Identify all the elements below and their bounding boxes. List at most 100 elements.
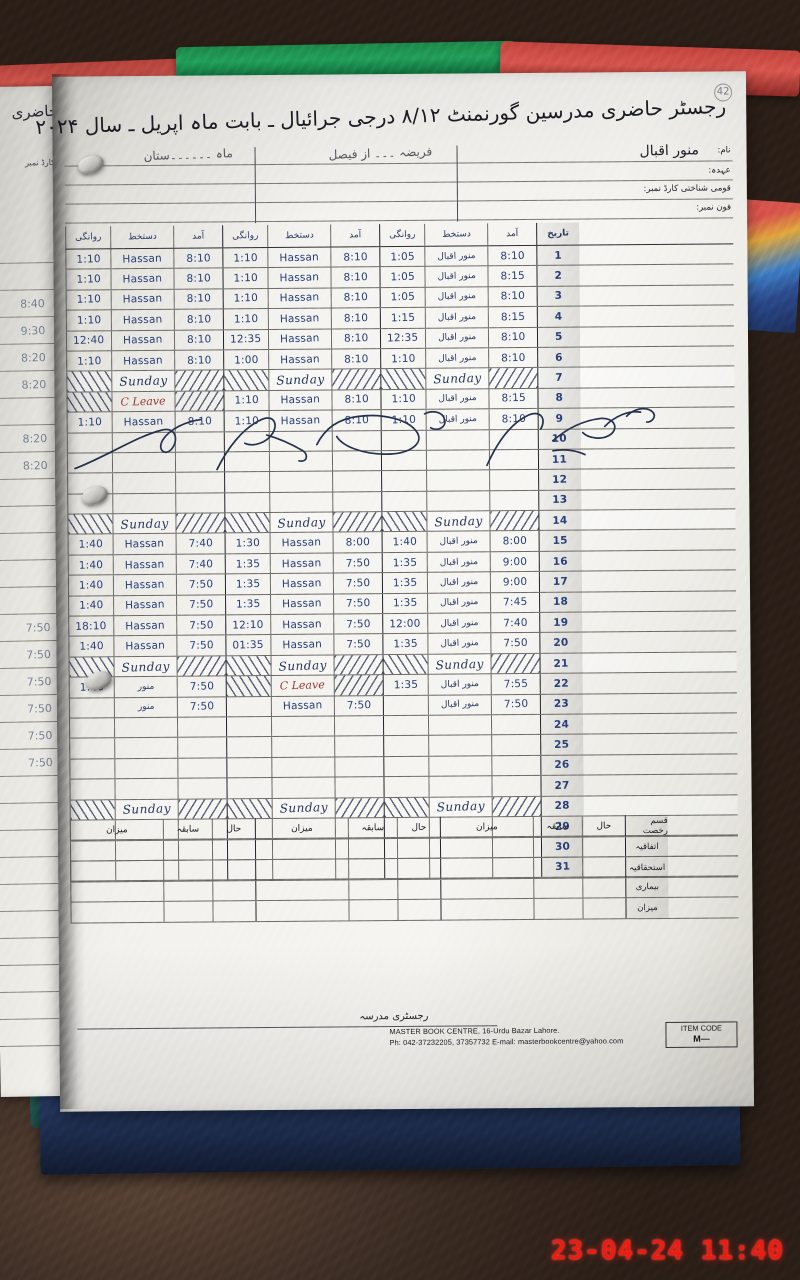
cell-arrival-2: 8:10: [173, 309, 223, 330]
cell-signature-2: Hassan: [110, 289, 174, 310]
cell-text: 1:00: [233, 353, 259, 367]
cell-arrival-0: 7:50: [490, 694, 540, 715]
cell-text: 8:10: [186, 313, 212, 326]
cell-text: Sunday: [120, 516, 169, 532]
field-label-cnic: قومی شناختی کارڈ نمبر:: [643, 183, 731, 195]
cell-arrival-0: [489, 490, 539, 511]
cell-departure-2: 1:10: [66, 412, 112, 433]
leave-hatch-1: [225, 676, 271, 696]
cell-arrival-1: 8:00: [332, 532, 382, 553]
cell-arrival-1: 8:10: [330, 328, 381, 349]
leave-label-1: C Leave: [270, 675, 334, 696]
cell-text: 8:15: [500, 310, 526, 324]
col-header-date: تاریخ: [536, 222, 580, 245]
cell-signature-0: [428, 735, 492, 756]
holiday-label-0: Sunday: [426, 511, 490, 532]
holiday-label-0: Sunday: [425, 368, 489, 389]
cell-departure-2: [68, 697, 114, 718]
cell-text: 1:10: [390, 352, 416, 365]
cell-text: Hassan: [124, 578, 165, 592]
cell-text: 1:35: [393, 637, 418, 651]
cell-departure-0: 1:15: [379, 307, 425, 328]
cell-arrival-0: 7:40: [490, 612, 540, 633]
cell-text: 11: [552, 453, 568, 466]
cell-text: Hassan: [280, 352, 321, 367]
cell-text: Hassan: [124, 558, 165, 572]
cell-text: 23: [554, 697, 570, 711]
group-3-name-value: ماہ ۔۔۔۔۔۔ستان: [143, 146, 233, 164]
item-code-label: ITEM CODE: [680, 1023, 723, 1033]
cell-arrival-2: 7:50: [176, 635, 226, 656]
item-code-box: ITEM CODE M—: [665, 1021, 738, 1048]
cell-departure-0: 1:05: [379, 267, 425, 287]
cell-text: 7:50: [346, 638, 371, 651]
cell-date: 24: [539, 714, 584, 735]
cell-departure-1: 1:35: [225, 594, 271, 615]
cell-departure-0: 1:10: [380, 348, 426, 369]
cell-arrival-2: 7:50: [176, 696, 226, 717]
cell-text: 7:50: [346, 699, 372, 712]
cell-text: 20: [553, 636, 570, 650]
leave-hatch-2-2: [174, 391, 224, 411]
cell-arrival-2: 7:40: [175, 533, 225, 554]
cell-signature-1: [268, 451, 333, 472]
cell-signature-0: منور اقبال: [425, 409, 489, 430]
cell-text: Hassan: [280, 414, 321, 428]
cell-signature-1: Hassan: [267, 267, 331, 288]
cell-signature-2: [114, 778, 178, 799]
cell-text: Hassan: [282, 638, 323, 652]
cell-signature-1: [268, 431, 332, 451]
cell-arrival-2: 7:50: [176, 595, 226, 615]
cell-signature-2: منور: [113, 697, 177, 718]
cell-date: 21: [539, 653, 583, 674]
cell-signature-0: منور اقبال: [427, 592, 491, 613]
cell-departure-2: [68, 718, 115, 739]
cell-text: 8:00: [502, 534, 527, 548]
cell-date: 3: [536, 286, 580, 307]
cell-text: Hassan: [122, 313, 163, 327]
summary-cell-current-1-1: [397, 859, 441, 879]
cell-departure-2: 18:10: [68, 616, 114, 637]
col-header-departure-0: روانگی: [379, 223, 425, 247]
cell-text: 1:05: [389, 250, 415, 264]
holiday-label-1: Sunday: [271, 798, 335, 818]
cell-date: 6: [537, 347, 581, 368]
cell-signature-2: Hassan: [113, 615, 177, 636]
cell-signature-2: [112, 473, 176, 493]
cell-text: 16: [553, 555, 569, 568]
summary-col-total-0: میزان: [69, 818, 163, 841]
summary-col-current-2: حال: [581, 815, 625, 837]
cell-departure-0: 1:40: [381, 532, 427, 553]
cell-date: 12: [538, 469, 582, 490]
cell-departure-1: [226, 757, 272, 778]
cell-date: 10: [537, 429, 581, 449]
cell-text: منور اقبال: [437, 332, 477, 344]
cell-text: 8:10: [500, 290, 526, 303]
cell-text: Hassan: [279, 312, 320, 326]
cell-departure-1: 1:35: [224, 574, 271, 595]
cell-departure-2: [66, 453, 113, 473]
cell-text: 12:00: [389, 617, 422, 631]
cell-text: 9:00: [502, 575, 528, 589]
cell-text: Sunday: [432, 370, 482, 387]
cell-arrival-1: [331, 430, 381, 451]
cell-text: 8:10: [343, 291, 369, 305]
cell-text: 1:40: [78, 599, 104, 613]
cell-text: Sunday: [121, 658, 170, 675]
cell-departure-1: [224, 492, 270, 513]
cell-text: 8:10: [344, 393, 369, 407]
cell-text: 1:10: [76, 354, 102, 368]
holiday-label-2: Sunday: [114, 799, 178, 820]
cell-arrival-0: [491, 755, 541, 776]
cell-date: 19: [539, 612, 583, 633]
holiday-hatch-right-2: [175, 513, 225, 534]
cell-signature-1: Hassan: [267, 308, 331, 329]
cell-text: منور اقبال: [437, 250, 476, 262]
cell-departure-0: 1:10: [380, 389, 426, 410]
cell-signature-2: [114, 758, 178, 779]
cell-signature-0: منور اقبال: [426, 531, 490, 552]
cell-text: 8:15: [501, 392, 526, 405]
cell-text: آمد: [349, 230, 362, 241]
cell-signature-1: Hassan: [267, 288, 331, 309]
cell-text: Hassan: [122, 272, 163, 286]
